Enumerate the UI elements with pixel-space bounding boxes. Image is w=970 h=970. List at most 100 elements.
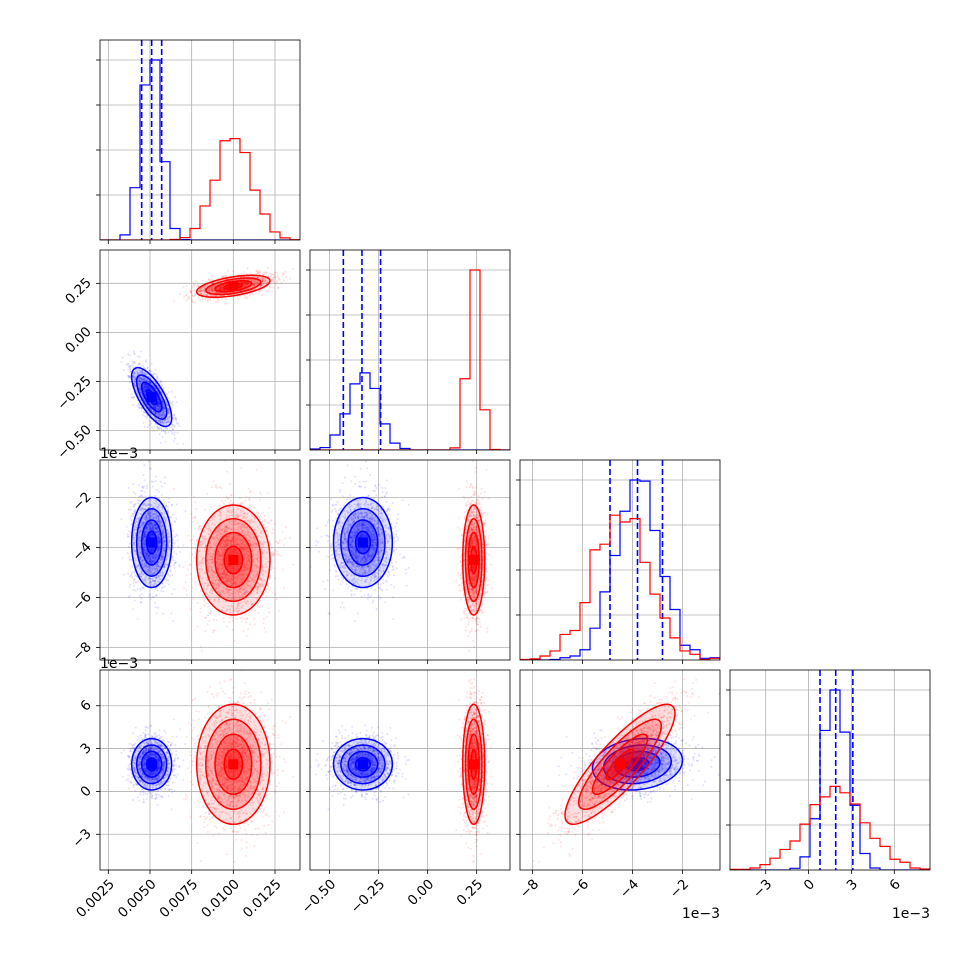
scatter-point: [207, 279, 210, 282]
scatter-point: [154, 407, 157, 410]
scatter-point: [155, 407, 158, 410]
hist-panel-0: [96, 39, 301, 244]
scatter-point: [138, 483, 141, 486]
scatter-point: [160, 414, 163, 417]
scatter-point: [137, 363, 140, 366]
scatter-point: [192, 281, 195, 284]
scatter-point: [158, 407, 161, 410]
scatter-point: [138, 376, 141, 379]
scatter-point: [129, 370, 132, 373]
scatter-point: [144, 391, 147, 394]
scatter-point: [137, 371, 139, 374]
scatter-point: [138, 380, 141, 383]
scatter-point: [158, 414, 161, 417]
scatter-point: [162, 422, 165, 425]
scatter-point: [143, 386, 146, 389]
scatter-point: [134, 376, 137, 379]
scatter-point: [155, 412, 158, 415]
scatter-point: [144, 383, 147, 386]
scatter-point: [159, 480, 162, 483]
scatter-point: [157, 427, 160, 429]
histogram-1: [100, 137, 300, 240]
scatter-point: [160, 413, 163, 416]
scatter-point: [187, 297, 190, 300]
scatter-point: [158, 427, 161, 430]
scatter-point: [152, 410, 155, 413]
scatter-point: [162, 416, 165, 418]
scatter-point: [142, 421, 145, 424]
scatter-point: [145, 383, 147, 386]
scatter-point: [160, 416, 163, 419]
scatter-point: [138, 385, 141, 387]
scatter-point: [144, 385, 147, 388]
scatter-point: [133, 584, 135, 587]
scatter-point: [139, 365, 142, 368]
scatter-point: [142, 378, 145, 381]
scatter-point: [146, 387, 149, 390]
scatter-point: [156, 405, 159, 408]
scatter-point: [155, 373, 158, 376]
scatter-point: [169, 565, 172, 568]
scatter-point: [139, 380, 142, 382]
scatter-point: [217, 299, 220, 302]
scatter-point: [232, 270, 235, 272]
scatter-point: [138, 380, 141, 382]
scatter-point: [173, 542, 176, 545]
scatter-point: [136, 372, 139, 375]
scatter-point: [162, 403, 164, 406]
scatter-point: [129, 367, 132, 370]
scatter-point: [166, 403, 169, 406]
scatter-point: [142, 385, 144, 388]
scatter-point: [183, 295, 185, 298]
scatter-point: [139, 370, 142, 373]
scatter-point: [165, 400, 168, 403]
scatter-point: [175, 422, 178, 425]
scatter-point: [132, 403, 135, 406]
scatter-point: [145, 383, 147, 386]
scatter-point: [145, 385, 148, 388]
scatter-point: [162, 407, 165, 409]
scatter-point: [160, 412, 163, 415]
scatter-point: [143, 411, 146, 414]
scatter-point: [160, 381, 163, 384]
scatter-point: [131, 360, 134, 363]
scatter-point: [191, 298, 193, 301]
scatter-point: [145, 384, 148, 387]
scatter-point: [224, 298, 227, 301]
scatter-panel-1-0: −0.50−0.250.000.25: [54, 249, 301, 462]
scatter-point: [128, 381, 131, 384]
scatter-point: [167, 391, 170, 394]
scatter-point: [171, 555, 174, 558]
scatter-point: [138, 380, 141, 383]
scatter-point: [149, 381, 151, 384]
scatter-point: [165, 418, 168, 420]
scatter-point: [146, 403, 149, 406]
scatter-point: [170, 593, 173, 596]
scatter-point: [155, 408, 158, 411]
scatter-point: [148, 420, 151, 423]
scatter-point: [284, 270, 287, 273]
scatter-point: [288, 277, 291, 280]
scatter-point: [142, 398, 145, 401]
scatter-point: [133, 382, 136, 385]
scatter-point: [128, 586, 131, 589]
scatter-point: [158, 379, 161, 382]
scatter-point: [141, 379, 144, 382]
scatter-point: [276, 275, 279, 277]
scatter-point: [128, 375, 130, 377]
scatter-point: [155, 406, 158, 409]
scatter-point: [153, 406, 155, 409]
scatter-point: [166, 393, 169, 396]
scatter-point: [164, 419, 167, 421]
scatter-point: [194, 301, 197, 304]
scatter-point: [151, 373, 154, 376]
scatter-point: [141, 402, 144, 405]
scatter-point: [140, 407, 143, 410]
scatter-point: [143, 392, 146, 395]
scatter-point: [144, 384, 147, 387]
scatter-point: [148, 424, 151, 426]
scatter-point: [176, 431, 179, 434]
scatter-point: [227, 269, 230, 272]
scatter-point: [154, 406, 156, 409]
